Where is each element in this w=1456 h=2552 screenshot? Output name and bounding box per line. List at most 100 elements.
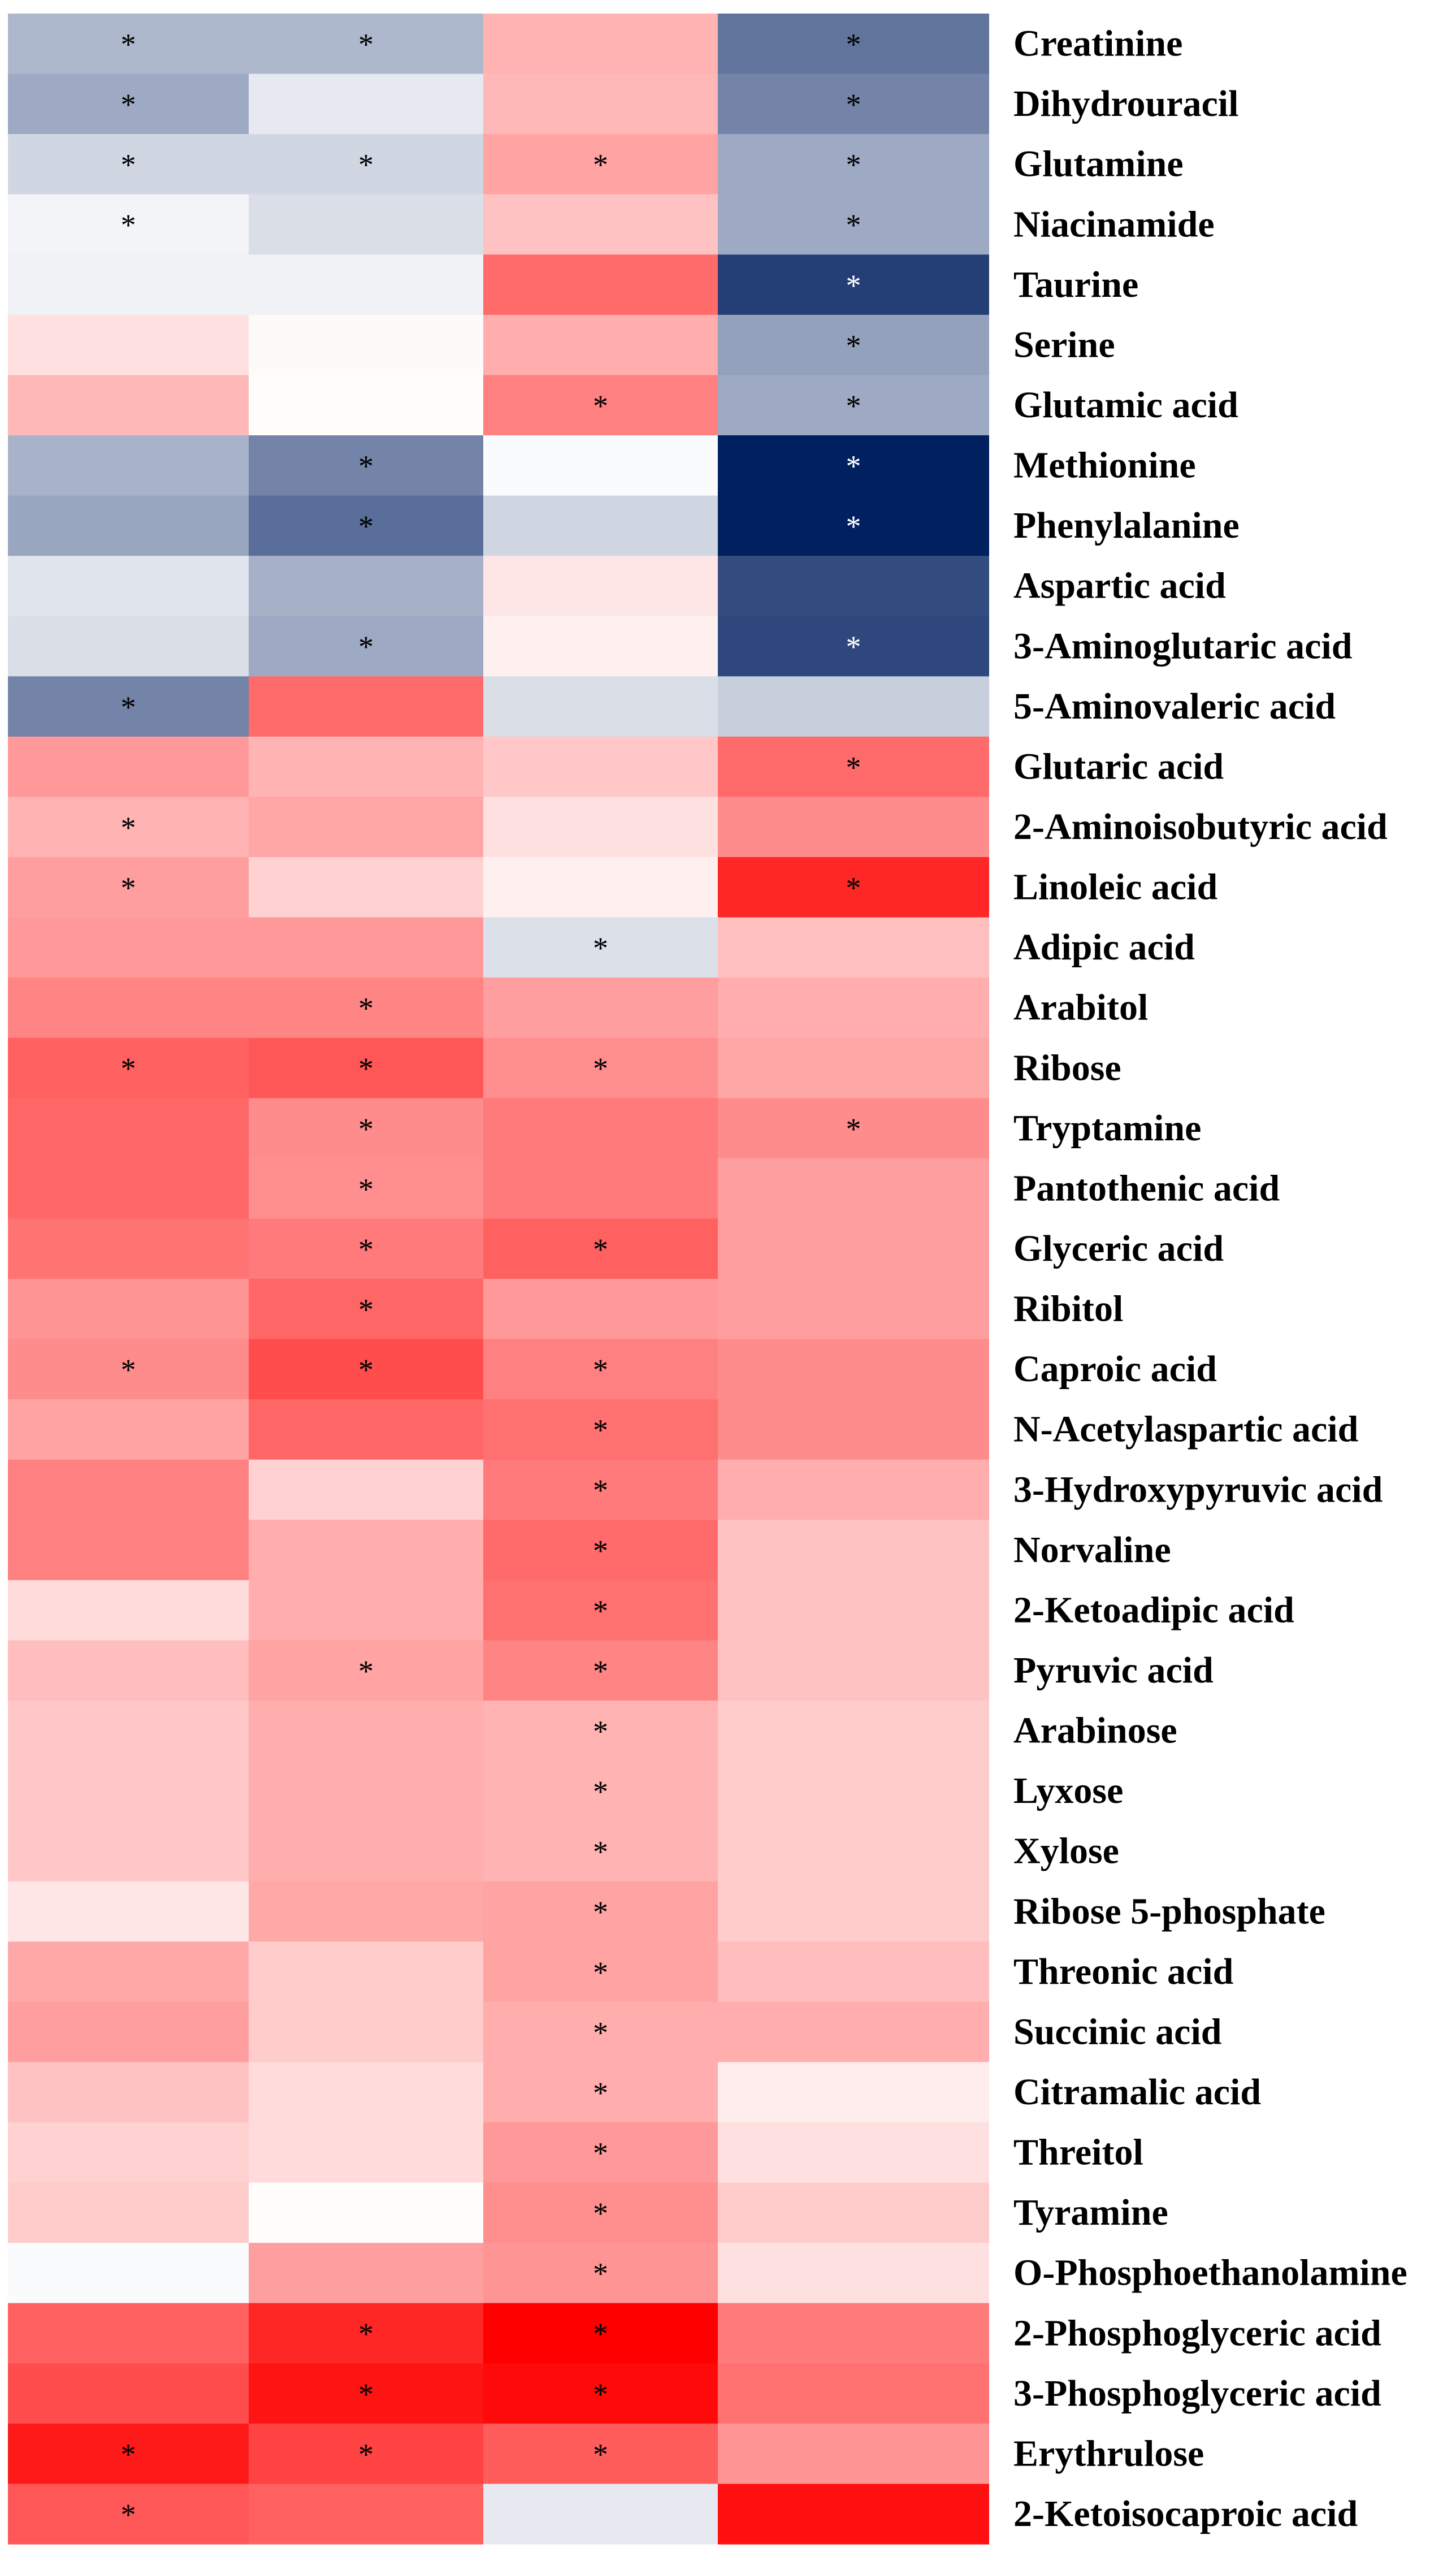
heatmap-cell bbox=[483, 616, 718, 677]
row-label: 3-Aminoglutaric acid bbox=[1013, 625, 1352, 667]
significance-star: * bbox=[846, 28, 861, 62]
heatmap-cell bbox=[718, 1520, 989, 1581]
row-labels: Creatinine Dihydrouracil Glutamine Niacinam… bbox=[1013, 23, 1407, 2534]
heatmap-cell bbox=[8, 1761, 249, 1822]
heatmap-cell bbox=[249, 917, 483, 978]
heatmap-cell bbox=[718, 2303, 989, 2364]
heatmap-cell bbox=[8, 2423, 249, 2485]
significance-star: * bbox=[358, 1172, 374, 1206]
significance-star: * bbox=[593, 1775, 608, 1809]
heatmap-cell bbox=[8, 1881, 249, 1942]
heatmap-cell bbox=[483, 2062, 718, 2123]
significance-star: * bbox=[358, 1232, 374, 1266]
heatmap-cell bbox=[718, 1098, 989, 1159]
heatmap-cell bbox=[249, 1821, 483, 1882]
heatmap-cell bbox=[483, 2001, 718, 2063]
row-label: Ribose 5-phosphate bbox=[1013, 1891, 1325, 1932]
significance-star: * bbox=[846, 630, 861, 664]
heatmap-cell bbox=[8, 314, 249, 376]
heatmap-cell bbox=[249, 254, 483, 315]
significance-star: * bbox=[593, 2196, 608, 2230]
row-label: Citramalic acid bbox=[1013, 2071, 1261, 2113]
significance-star: * bbox=[358, 1293, 374, 1327]
row-label: Caproic acid bbox=[1013, 1348, 1217, 1390]
heatmap-cell bbox=[483, 1098, 718, 1159]
row-label: Methionine bbox=[1013, 445, 1196, 486]
heatmap-cell bbox=[8, 616, 249, 677]
heatmap-cell bbox=[249, 797, 483, 858]
significance-star: * bbox=[358, 449, 374, 483]
heatmap-cell bbox=[8, 14, 249, 75]
heatmap-cell bbox=[483, 2423, 718, 2485]
heatmap-cell bbox=[483, 736, 718, 798]
heatmap-cell bbox=[249, 1218, 483, 1279]
heatmap-cell bbox=[718, 917, 989, 978]
heatmap-cell bbox=[483, 676, 718, 737]
heatmap-cell bbox=[8, 2363, 249, 2424]
significance-star: * bbox=[121, 28, 136, 62]
significance-star: * bbox=[121, 208, 136, 242]
significance-star: * bbox=[593, 1654, 608, 1688]
row-label: Ribitol bbox=[1013, 1288, 1123, 1330]
heatmap-cell bbox=[483, 1761, 718, 1822]
heatmap-cell bbox=[483, 1459, 718, 1520]
heatmap-cell bbox=[249, 1580, 483, 1641]
heatmap-cell bbox=[718, 797, 989, 858]
significance-star: * bbox=[358, 2377, 374, 2411]
significance-star: * bbox=[358, 28, 374, 62]
heatmap-cell bbox=[718, 254, 989, 315]
significance-star: * bbox=[593, 2377, 608, 2411]
heatmap-cell bbox=[249, 194, 483, 255]
heatmap-cell bbox=[483, 2122, 718, 2183]
significance-star: * bbox=[593, 1232, 608, 1266]
heatmap-cell bbox=[718, 556, 989, 617]
significance-star: * bbox=[121, 148, 136, 182]
row-label: Threonic acid bbox=[1013, 1951, 1233, 1992]
row-label: Serine bbox=[1013, 325, 1115, 366]
significance-star: * bbox=[121, 1353, 136, 1387]
row-label: Succinic acid bbox=[1013, 2012, 1222, 2053]
row-label: Linoleic acid bbox=[1013, 867, 1217, 908]
row-label: Dihydrouracil bbox=[1013, 83, 1238, 124]
heatmap-cell bbox=[249, 1339, 483, 1400]
row-label: 5-Aminovaleric acid bbox=[1013, 686, 1336, 727]
significance-star: * bbox=[593, 1534, 608, 1568]
heatmap-cell bbox=[718, 1941, 989, 2002]
heatmap-cell bbox=[483, 1881, 718, 1942]
heatmap-cell bbox=[483, 435, 718, 496]
heatmap-cell bbox=[249, 1098, 483, 1159]
heatmap-cell bbox=[483, 1701, 718, 1762]
heatmap-cell bbox=[249, 1761, 483, 1822]
significance-star: * bbox=[593, 1413, 608, 1447]
significance-star: * bbox=[846, 1112, 861, 1146]
heatmap-cell bbox=[8, 1701, 249, 1762]
heatmap-cell bbox=[8, 2062, 249, 2123]
significance-star: * bbox=[846, 389, 861, 423]
heatmap-cell bbox=[8, 797, 249, 858]
significance-star: * bbox=[846, 269, 861, 302]
heatmap-cell bbox=[483, 2363, 718, 2424]
heatmap-cell bbox=[483, 2484, 718, 2545]
heatmap-cell bbox=[483, 2303, 718, 2364]
significance-star: * bbox=[593, 1594, 608, 1628]
heatmap-cell bbox=[718, 14, 989, 75]
significance-star: * bbox=[846, 208, 861, 242]
heatmap-cell bbox=[483, 1640, 718, 1701]
heatmap-cell bbox=[8, 1459, 249, 1520]
heatmap-cell bbox=[483, 1339, 718, 1400]
heatmap-cell bbox=[249, 435, 483, 496]
heatmap-cell bbox=[483, 254, 718, 315]
heatmap-cell bbox=[8, 1941, 249, 2002]
significance-star: * bbox=[121, 88, 136, 122]
heatmap-cell bbox=[8, 1037, 249, 1098]
heatmap-cell bbox=[718, 1279, 989, 1340]
significance-star: * bbox=[846, 871, 861, 905]
heatmap-cell bbox=[249, 977, 483, 1039]
significance-star: * bbox=[593, 2076, 608, 2110]
heatmap-cell bbox=[483, 2182, 718, 2243]
heatmap-cell bbox=[249, 1037, 483, 1098]
heatmap-cell bbox=[8, 2001, 249, 2063]
significance-star: * bbox=[593, 1835, 608, 1869]
heatmap-cell bbox=[8, 2182, 249, 2243]
